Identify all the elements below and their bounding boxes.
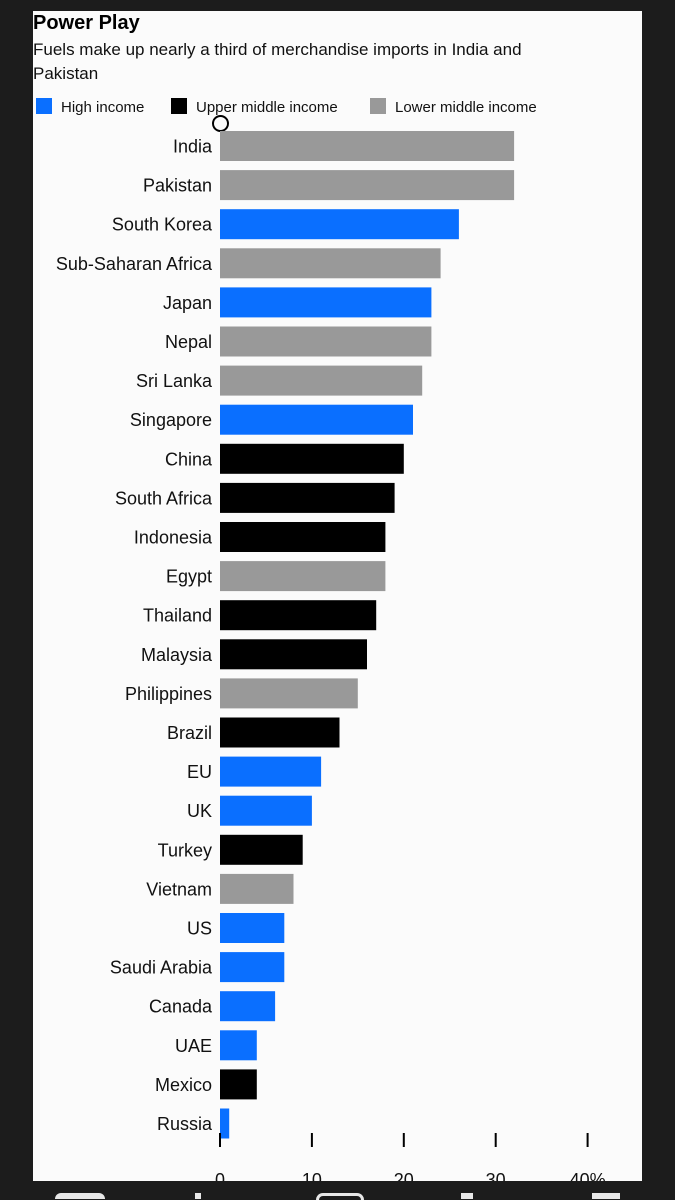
chart-subtitle: Fuels make up nearly a third of merchand… [33,40,522,83]
x-tick-label: 10 [302,1170,322,1181]
chart-panel: Power Play Fuels make up nearly a third … [33,11,642,1181]
legend-label-lower-middle-income: Lower middle income [395,99,537,116]
system-navigation-bar [0,1181,675,1200]
legend-label-high-income: High income [61,99,145,116]
category-label-saudi-arabia: Saudi Arabia [110,958,213,978]
legend-item-lower-middle-income: Lower middle income [370,98,537,116]
category-label-russia: Russia [157,1114,213,1134]
bar-saudi-arabia [220,952,285,983]
bar-south-africa [220,482,395,513]
category-label-uae: UAE [175,1036,212,1056]
category-label-japan: Japan [163,293,212,313]
category-label-india: India [173,137,213,157]
bar-russia [220,1108,230,1139]
category-label-us: US [187,919,212,939]
bar-uk [220,795,312,826]
chart-title: Power Play [33,12,140,34]
category-label-mexico: Mexico [155,1075,212,1095]
bar-nepal [220,326,432,357]
home-icon[interactable] [316,1193,364,1200]
bar-brazil [220,717,340,748]
category-label-pakistan: Pakistan [143,176,212,196]
x-tick-label: 30 [486,1170,506,1181]
category-label-egypt: Egypt [166,567,212,587]
bar-sub-saharan-africa [220,248,441,279]
bar-mexico [220,1069,257,1100]
bar-sri-lanka [220,365,423,396]
legend-swatch-upper-middle-income [171,98,187,114]
category-label-south-africa: South Africa [115,488,213,508]
category-label-vietnam: Vietnam [146,879,212,899]
chart-legend: High income Upper middle income Lower mi… [33,98,633,120]
forward-icon[interactable] [461,1193,473,1199]
legend-label-upper-middle-income: Upper middle income [196,99,338,116]
bar-vietnam [220,873,294,904]
legend-swatch-high-income [36,98,52,114]
category-label-thailand: Thailand [143,606,212,626]
bar-indonesia [220,522,386,552]
legend-item-high-income: High income [36,98,144,116]
bar-uae [220,1030,257,1061]
bar-us [220,913,285,943]
bar-chart: India Pakistan South Korea Sub-Saharan Afri… [56,131,606,1181]
category-label-south-korea: South Korea [112,215,213,235]
category-label-singapore: Singapore [130,410,212,430]
bar-egypt [220,561,386,592]
bar-japan [220,287,432,318]
bar-china [220,443,404,474]
bar-singapore [220,404,413,435]
bar-philippines [220,678,358,709]
bar-india [220,131,515,161]
category-label-indonesia: Indonesia [134,528,213,548]
category-label-china: China [165,449,213,469]
category-label-sub-saharan-africa: Sub-Saharan Africa [56,254,213,274]
category-label-brazil: Brazil [167,723,212,743]
bar-south-korea [220,209,459,240]
menu-icon[interactable] [592,1193,620,1199]
category-label-uk: UK [187,801,212,821]
x-tick-label: 40% [570,1170,606,1181]
category-label-nepal: Nepal [165,332,212,352]
tab-icon[interactable] [195,1193,201,1199]
category-label-turkey: Turkey [158,840,212,860]
bar-thailand [220,600,377,631]
category-label-sri-lanka: Sri Lanka [136,371,213,391]
bar-canada [220,991,276,1022]
category-label-eu: EU [187,762,212,782]
legend-item-upper-middle-income: Upper middle income [171,98,338,116]
x-tick-label: 0 [215,1170,225,1181]
category-label-philippines: Philippines [125,684,212,704]
x-tick-label: 20 [394,1170,414,1181]
bar-pakistan [220,170,515,201]
category-label-malaysia: Malaysia [141,645,213,665]
back-icon[interactable] [55,1193,105,1199]
bar-turkey [220,834,303,865]
bar-eu [220,756,322,787]
category-label-canada: Canada [149,997,213,1017]
legend-swatch-lower-middle-income [370,98,386,114]
bar-malaysia [220,639,367,670]
